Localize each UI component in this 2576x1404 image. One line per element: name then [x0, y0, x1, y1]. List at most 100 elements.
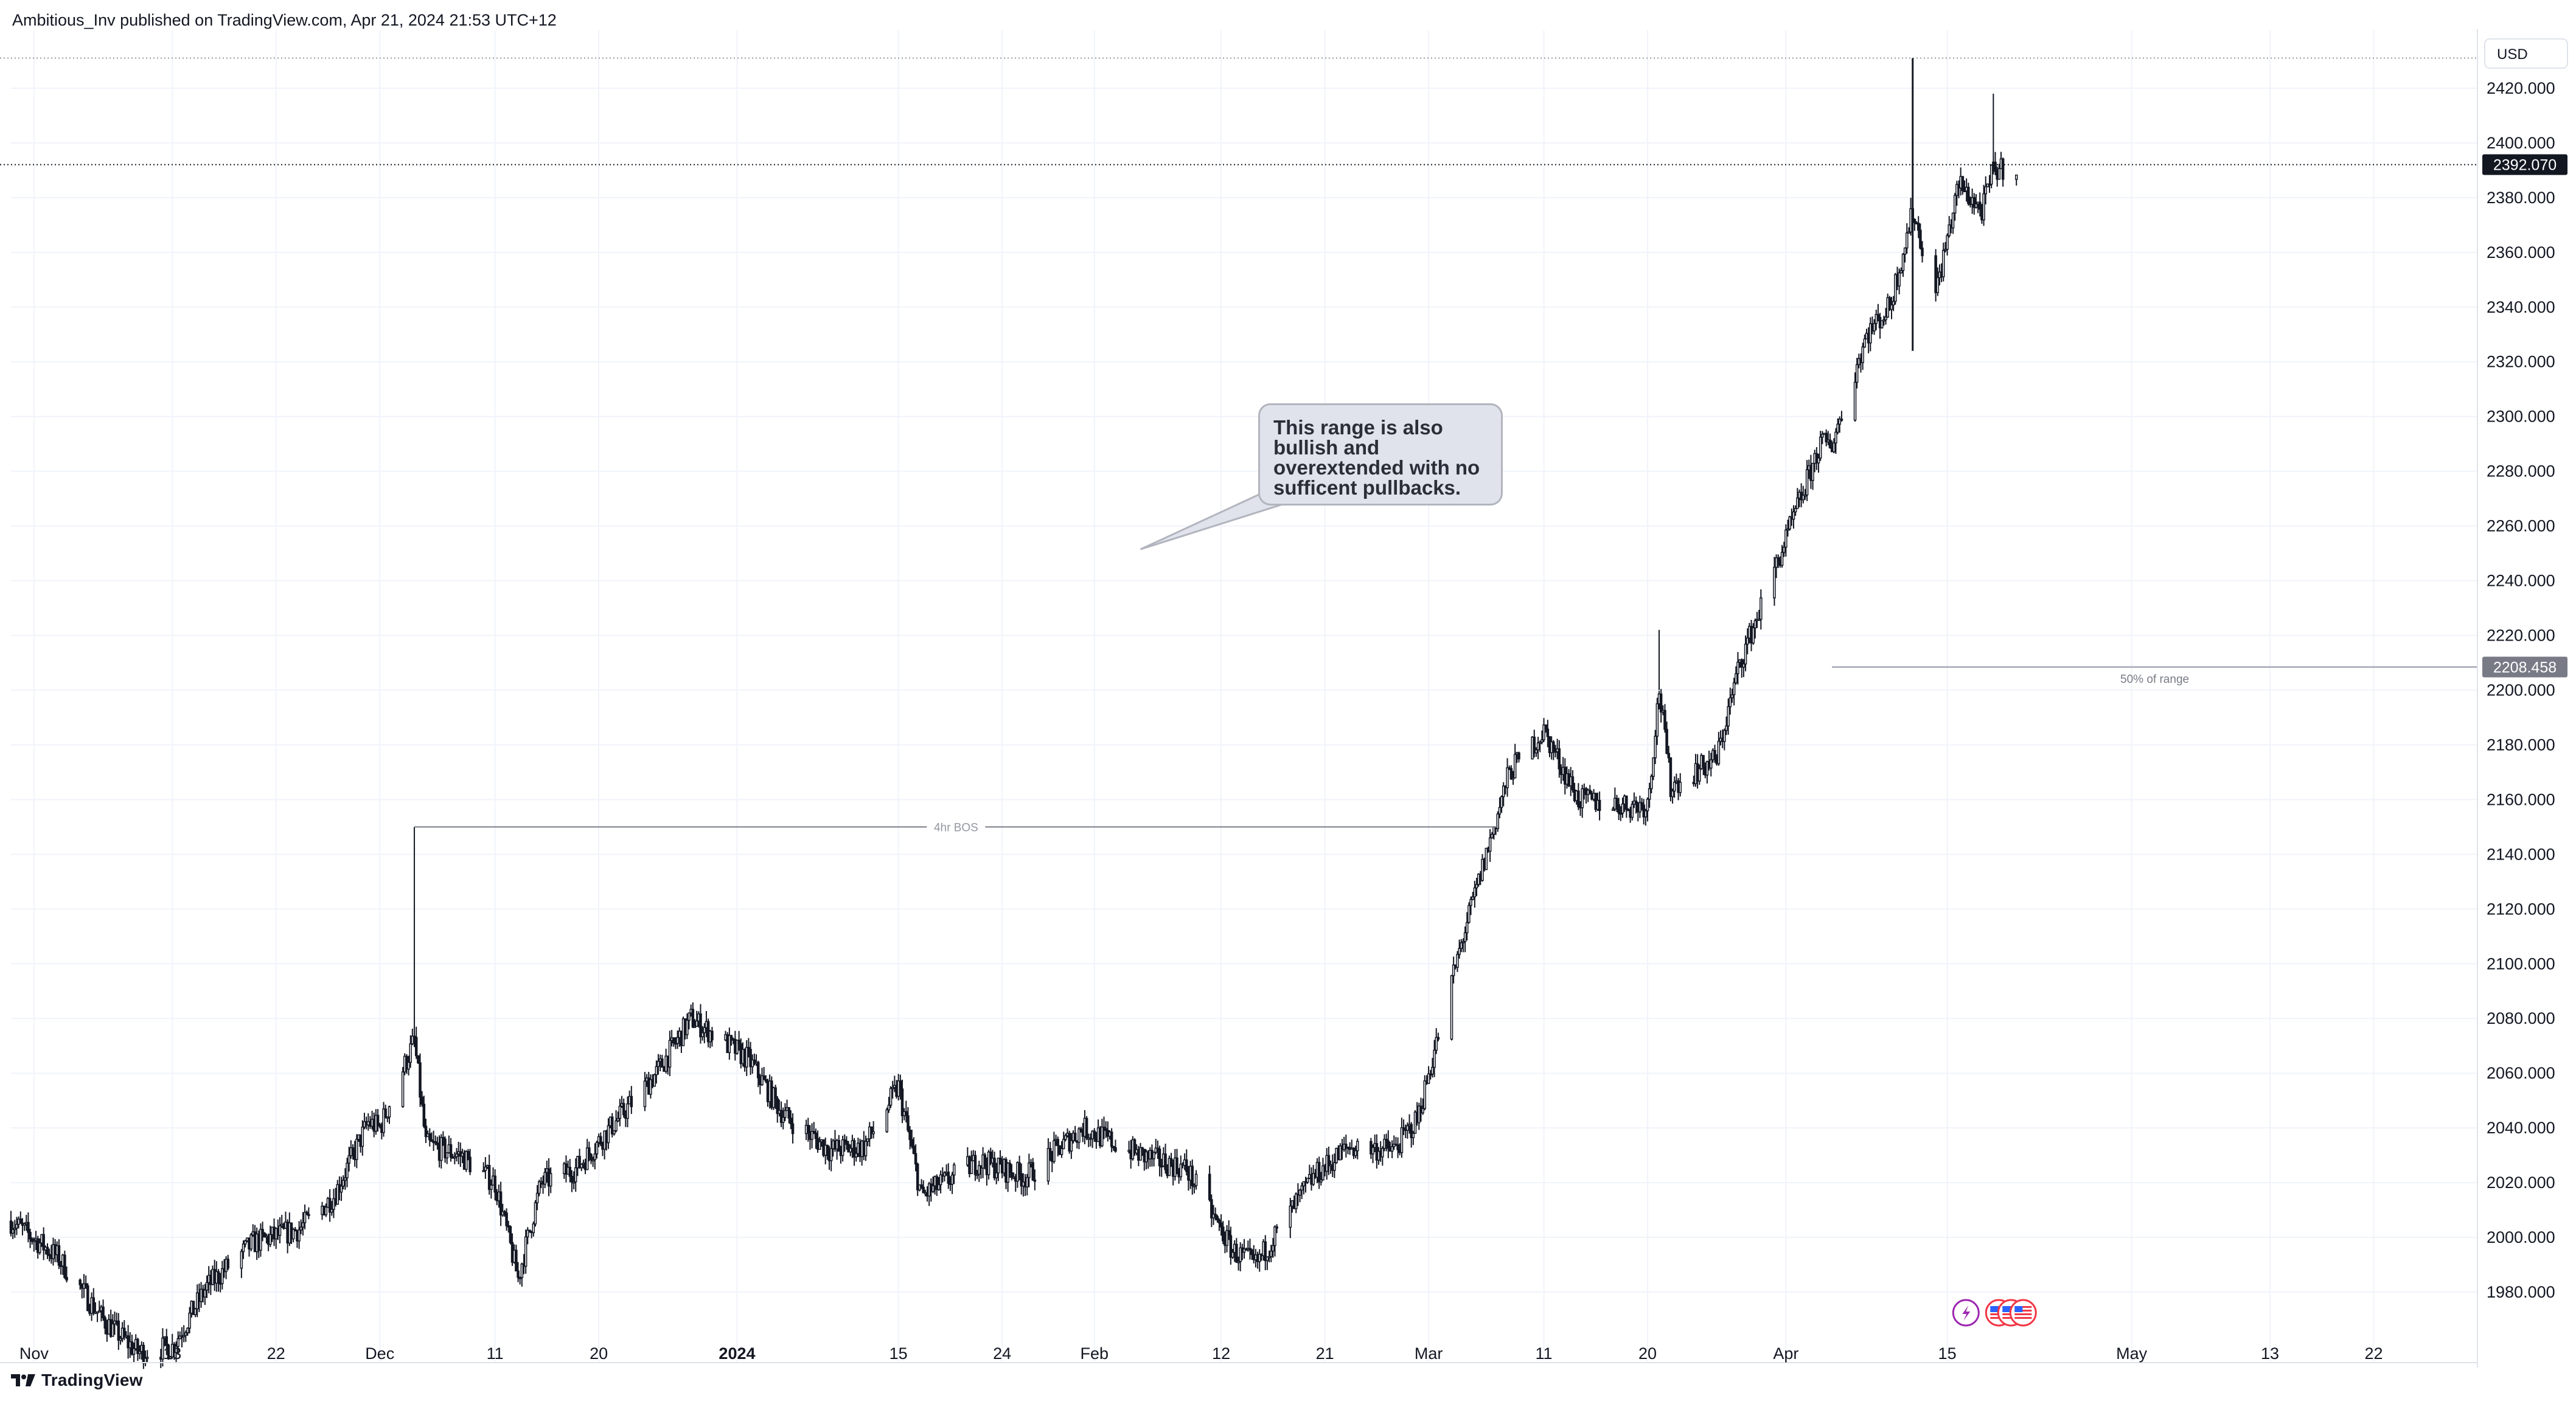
- candle-body: [889, 1088, 893, 1106]
- callout-note[interactable]: This range is also bullish and overexten…: [1258, 403, 1503, 506]
- time-tick-label: Dec: [365, 1344, 394, 1363]
- candle-body: [626, 1103, 629, 1119]
- candle-body: [653, 1074, 656, 1087]
- us-flag-icon[interactable]: [2009, 1299, 2037, 1327]
- candle-body: [1652, 757, 1655, 777]
- candle-body: [455, 1153, 458, 1158]
- price-tick-label: 2060.000: [2487, 1064, 2555, 1082]
- candle-body: [774, 1087, 777, 1099]
- candle-body: [688, 1012, 691, 1021]
- candle-body: [442, 1137, 445, 1140]
- candle-body: [975, 1173, 979, 1176]
- candle-body: [1631, 804, 1634, 818]
- candle-body: [618, 1105, 622, 1119]
- candle-body: [278, 1225, 282, 1236]
- price-tick-label: 2260.000: [2487, 517, 2555, 535]
- candle-body: [1073, 1132, 1077, 1141]
- candle-body: [591, 1159, 594, 1162]
- candle-body: [1463, 932, 1467, 942]
- candle-body: [595, 1142, 599, 1155]
- candle-body: [1698, 768, 1701, 782]
- candle-body: [843, 1139, 846, 1142]
- candle-body: [854, 1153, 858, 1158]
- candle-body: [1458, 948, 1461, 955]
- price-tick-label: 2280.000: [2487, 462, 2555, 481]
- price-tick-label: 2380.000: [2487, 189, 2555, 207]
- candle-body: [952, 1164, 956, 1176]
- candle-body: [1008, 1162, 1012, 1173]
- candle-body: [409, 1043, 412, 1063]
- candle-body: [1371, 1147, 1374, 1155]
- candle-body: [1302, 1181, 1306, 1187]
- candle-body: [1773, 566, 1776, 599]
- candle-body: [852, 1140, 856, 1158]
- candle-body: [1533, 736, 1536, 754]
- candle-body: [175, 1346, 178, 1354]
- candle-body: [914, 1153, 917, 1165]
- time-tick-label: Apr: [1773, 1344, 1798, 1363]
- candle-body: [1723, 729, 1726, 742]
- candle-body: [1906, 232, 1909, 249]
- candle-body: [430, 1139, 433, 1142]
- candle-body: [1942, 250, 1945, 277]
- event-markers[interactable]: [1952, 1299, 2037, 1327]
- candle-body: [1269, 1250, 1273, 1257]
- candle-body: [1753, 620, 1757, 628]
- candle-body: [1544, 724, 1547, 730]
- candle-body: [1110, 1131, 1113, 1147]
- candle-body: [1410, 1124, 1413, 1139]
- candle-body: [1880, 320, 1884, 328]
- candle-body: [1669, 757, 1673, 798]
- candle-body: [1853, 381, 1857, 421]
- candle-body: [1465, 922, 1469, 934]
- candle-body: [1491, 833, 1494, 839]
- candle-body: [900, 1088, 904, 1116]
- candle-body: [417, 1055, 420, 1063]
- candle-body: [630, 1096, 633, 1108]
- candle-body: [1294, 1193, 1298, 1209]
- time-tick-label: Mar: [1415, 1344, 1443, 1363]
- candle-body: [46, 1246, 49, 1255]
- candle-body: [1788, 516, 1791, 530]
- candle-body: [1421, 1108, 1424, 1114]
- candle-body: [1646, 799, 1649, 811]
- time-axis[interactable]: Nov 13 22 Dec 11 20 2024 15 24 Feb 12 21 Mar 11 20 Apr 1…: [0, 1344, 2477, 1363]
- candle-body: [487, 1165, 491, 1190]
- candle-body: [1194, 1173, 1198, 1186]
- candle-body: [515, 1249, 518, 1272]
- candle-body: [549, 1173, 552, 1187]
- tradingview-logo-icon: [11, 1373, 35, 1388]
- candle-body: [434, 1141, 437, 1144]
- candle-body: [1909, 208, 1912, 233]
- candle-body: [1617, 804, 1620, 814]
- time-tick-label: 11: [1536, 1344, 1553, 1363]
- candle-body: [656, 1060, 660, 1068]
- candle-body: [449, 1144, 453, 1158]
- lightning-icon[interactable]: [1952, 1299, 1980, 1327]
- candle-body: [1735, 673, 1738, 684]
- candle-body: [1222, 1226, 1225, 1242]
- candle-body: [1648, 788, 1651, 800]
- candle-body: [1185, 1159, 1188, 1172]
- currency-box[interactable]: [2484, 38, 2568, 69]
- candle-body: [1863, 338, 1867, 348]
- flag-stripe: [2014, 1310, 2032, 1312]
- candle-body: [1825, 433, 1828, 443]
- candle-body: [240, 1251, 243, 1269]
- candle-body: [711, 1030, 714, 1041]
- candle-body: [1571, 776, 1575, 791]
- candle-body: [1542, 724, 1545, 740]
- candle-body: [1919, 229, 1922, 249]
- candle-body: [1321, 1165, 1325, 1181]
- time-tick-label: 15: [1938, 1344, 1957, 1363]
- candle-body: [747, 1047, 750, 1050]
- price-axis[interactable]: USD 1980.000 2000.000 2020.000 2040.000 2060.…: [2477, 29, 2568, 1368]
- price-tick-label: 2300.000: [2487, 408, 2555, 426]
- candle-body: [749, 1049, 752, 1068]
- candle-body: [1460, 942, 1463, 949]
- candle-body: [1028, 1162, 1031, 1178]
- candle-body: [1517, 752, 1520, 760]
- footer-branding[interactable]: TradingView: [11, 1371, 143, 1390]
- candle-body: [1671, 790, 1674, 798]
